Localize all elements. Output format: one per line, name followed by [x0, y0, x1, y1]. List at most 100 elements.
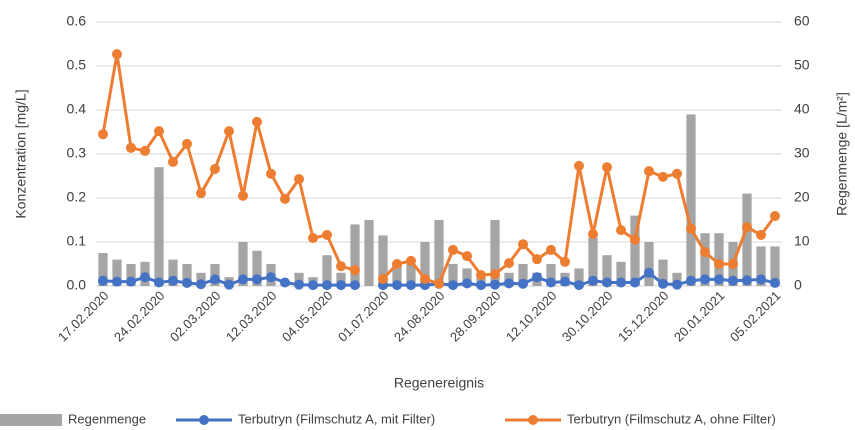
marker: [756, 274, 766, 285]
marker: [308, 280, 318, 291]
bar: [518, 264, 528, 286]
y2-tick-label: 60: [794, 13, 810, 29]
legend-swatch: [0, 414, 62, 426]
marker: [140, 145, 150, 156]
bar: [378, 235, 388, 286]
marker: [518, 278, 528, 289]
y2-tick-label: 20: [794, 189, 810, 205]
bar: [700, 233, 710, 286]
x-tick-label: 24.02.2020: [111, 288, 168, 345]
legend-label: Terbutryn (Filmschutz A, ohne Filter): [567, 411, 776, 426]
marker: [294, 279, 304, 290]
marker: [658, 278, 668, 289]
y-tick-label: 0.3: [67, 145, 87, 161]
marker: [252, 274, 262, 285]
marker: [476, 280, 486, 291]
bar: [658, 259, 668, 286]
bar: [238, 242, 248, 286]
marker: [546, 244, 556, 255]
marker: [350, 265, 360, 276]
marker: [644, 267, 654, 278]
marker: [182, 277, 192, 288]
marker: [154, 126, 164, 137]
x-tick-label: 12.03.2020: [223, 288, 280, 345]
marker: [700, 274, 710, 285]
y-tick-label: 0.6: [67, 13, 87, 29]
marker: [448, 244, 458, 255]
marker: [350, 280, 360, 291]
bar: [616, 261, 626, 286]
legend-label: Regenmenge: [68, 411, 146, 426]
y-tick-label: 0.1: [67, 233, 87, 249]
marker: [126, 142, 136, 153]
x-tick-label: 12.10.2020: [503, 288, 560, 345]
marker: [98, 275, 108, 286]
bar: [126, 264, 136, 286]
x-tick-label: 05.02.2021: [727, 288, 784, 345]
legend-swatch: [199, 415, 209, 425]
marker: [448, 280, 458, 291]
marker: [560, 276, 570, 287]
marker: [336, 261, 346, 272]
marker: [518, 239, 528, 250]
x-tick-label: 20.01.2021: [671, 288, 728, 345]
x-tick-label: 24.08.2020: [391, 288, 448, 345]
bar: [322, 255, 332, 286]
marker: [406, 280, 416, 291]
bar: [462, 268, 472, 286]
bar: [574, 268, 584, 286]
y2-tick-label: 30: [794, 145, 810, 161]
x-tick-label: 02.03.2020: [167, 288, 224, 345]
bar: [770, 246, 780, 286]
y-tick-label: 0.0: [67, 277, 87, 293]
marker: [630, 277, 640, 288]
bar: [336, 272, 346, 286]
bar: [490, 220, 500, 286]
marker: [588, 229, 598, 240]
marker: [392, 280, 402, 291]
marker: [112, 276, 122, 287]
y2-tick-label: 40: [794, 101, 810, 117]
marker: [602, 162, 612, 173]
marker: [98, 129, 108, 140]
marker: [210, 274, 220, 285]
x-tick-label: 28.09.2020: [447, 288, 504, 345]
y2-tick-label: 50: [794, 57, 810, 73]
marker: [154, 277, 164, 288]
marker: [280, 277, 290, 288]
legend-label: Terbutryn (Filmschutz A, mit Filter): [238, 411, 435, 426]
bar: [448, 264, 458, 286]
marker: [490, 269, 500, 280]
y2-tick-label: 0: [794, 277, 802, 293]
marker: [336, 280, 346, 291]
x-tick-label: 17.02.2020: [55, 288, 112, 345]
marker: [266, 272, 276, 283]
bar: [168, 259, 178, 286]
y2-axis-title: Regenmenge [L/m²]: [834, 92, 850, 216]
marker: [770, 277, 780, 288]
bar: [154, 167, 164, 286]
marker: [294, 174, 304, 185]
marker: [322, 280, 332, 291]
x-axis-title: Regenereignis: [394, 375, 484, 391]
y-tick-label: 0.5: [67, 57, 87, 73]
marker: [308, 233, 318, 244]
marker: [560, 256, 570, 267]
bar: [420, 242, 430, 286]
marker: [168, 275, 178, 286]
bar: [112, 259, 122, 286]
marker: [126, 276, 136, 287]
x-tick-label: 04.05.2020: [279, 288, 336, 345]
marker: [644, 166, 654, 177]
marker: [672, 279, 682, 290]
marker: [672, 168, 682, 179]
marker: [224, 279, 234, 290]
bar: [588, 237, 598, 286]
x-tick-label: 01.07.2020: [335, 288, 392, 345]
bar: [546, 264, 556, 286]
marker: [238, 190, 248, 201]
bar: [294, 272, 304, 286]
marker: [714, 259, 724, 269]
marker: [280, 193, 290, 204]
